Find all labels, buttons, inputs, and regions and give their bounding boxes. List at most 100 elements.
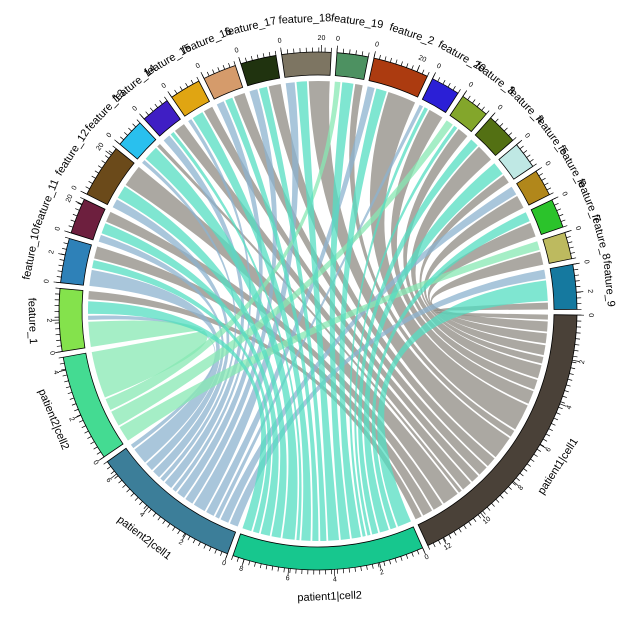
tick-label: 0	[48, 351, 56, 356]
axis-feature_17: 0	[234, 47, 277, 64]
tick-label: 0	[587, 313, 594, 317]
tick	[80, 197, 85, 200]
sector-feature_14	[143, 99, 182, 137]
tick-label: 2	[177, 539, 184, 547]
chord-patient2|cell2-feature_3	[111, 120, 453, 426]
tick-label: 0	[336, 36, 341, 43]
tick	[220, 551, 223, 556]
tick	[371, 564, 374, 569]
sectors-layer	[58, 51, 578, 571]
tick	[114, 475, 119, 479]
tick	[65, 386, 71, 389]
tick	[494, 118, 499, 123]
tick	[443, 537, 447, 542]
tick	[472, 99, 476, 104]
tick	[574, 344, 580, 346]
tick-label: 0	[131, 105, 139, 113]
chord-patient1|cell2-feature_18	[296, 81, 340, 541]
tick	[416, 550, 420, 555]
tick	[504, 127, 508, 132]
tick-label: 20	[417, 54, 427, 63]
chord-patient2|cell1-feature_12	[112, 199, 230, 478]
sector-label-feature_19: feature_19	[330, 12, 384, 31]
tick	[124, 132, 128, 136]
axis-feature_4: 0	[490, 104, 517, 141]
chord-patient1|cell2-feature_4	[358, 139, 478, 535]
major-tick	[114, 139, 121, 145]
tick	[499, 494, 504, 499]
major-tick	[55, 351, 63, 353]
tick	[78, 419, 84, 423]
tick	[544, 182, 549, 186]
axis-feature_9: 02	[572, 259, 593, 310]
axis-feature_2: 0 20	[373, 41, 430, 77]
tick	[96, 451, 101, 455]
tick	[551, 423, 556, 426]
tick-label: 10	[482, 516, 493, 526]
sector-label-patient2|cell2: patient2|cell2	[36, 387, 72, 451]
tick	[515, 477, 520, 481]
tick	[569, 246, 574, 249]
sector-label-feature_10: feature_10	[21, 227, 43, 281]
tick	[432, 542, 436, 548]
tick-label: 0	[43, 279, 50, 284]
tick	[286, 49, 289, 54]
major-tick	[512, 480, 519, 487]
tick	[394, 558, 397, 563]
chord-patient1|cell2-feature_5	[363, 163, 503, 533]
tick	[152, 512, 157, 517]
chord-patient1|cell1-feature_18	[308, 81, 510, 458]
tick	[442, 80, 446, 85]
tick	[126, 488, 131, 493]
chord-patient1|cell2-feature_17	[259, 86, 327, 541]
tick	[549, 192, 554, 196]
axis-feature_14: 0	[131, 96, 168, 120]
tick	[411, 552, 414, 557]
major-tick	[139, 113, 145, 120]
tick	[122, 484, 127, 488]
tick	[77, 202, 82, 206]
tick	[196, 76, 200, 82]
tick	[91, 175, 96, 179]
tick	[546, 187, 552, 191]
sector-patient1|cell2	[232, 526, 424, 571]
tick	[149, 107, 154, 112]
sector-patient2|cell1	[106, 447, 237, 555]
tick-label: 0	[523, 132, 531, 140]
tick-label: 2	[586, 289, 593, 293]
tick	[233, 61, 236, 66]
major-tick	[535, 167, 543, 172]
tick	[453, 531, 457, 536]
chord-patient1|cell2-feature_9	[377, 280, 548, 527]
tick	[206, 71, 210, 77]
tick	[274, 50, 277, 56]
tick	[562, 225, 568, 228]
sector-label-feature_11: feature_11	[31, 177, 61, 230]
tick	[477, 514, 482, 519]
tick	[174, 89, 178, 94]
tick	[468, 521, 472, 526]
tick	[187, 536, 191, 541]
tick	[529, 159, 534, 163]
tick-label: 0	[221, 560, 227, 568]
tick-label: 0	[374, 41, 379, 49]
tick	[106, 466, 112, 470]
tick	[254, 562, 256, 567]
major-tick	[143, 506, 149, 513]
tick	[87, 436, 92, 439]
major-tick	[442, 537, 447, 545]
axis-feature_5: 0	[516, 132, 537, 167]
tick	[143, 505, 148, 510]
tick	[185, 83, 189, 88]
tick	[541, 177, 546, 181]
tick	[458, 528, 462, 533]
tick	[567, 378, 573, 381]
major-tick	[432, 72, 436, 79]
axis-feature_8: 0	[564, 226, 582, 260]
tick-label: 0	[582, 259, 590, 264]
tick	[164, 96, 168, 101]
tick-label: 20	[65, 194, 75, 204]
tick	[571, 361, 577, 364]
tick-label: 6	[285, 575, 290, 582]
tick	[366, 565, 368, 570]
